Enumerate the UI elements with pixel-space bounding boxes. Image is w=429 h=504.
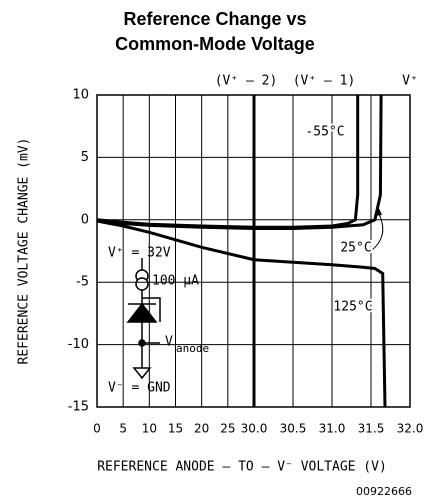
y-tick-label: -15 bbox=[68, 400, 89, 415]
circuit-label: V bbox=[165, 335, 173, 350]
x-tick-label: 0 bbox=[93, 422, 101, 436]
x-tick-label: 10 bbox=[142, 422, 157, 436]
x-tick-label: 31.0 bbox=[319, 422, 346, 436]
y-tick-label: 0 bbox=[81, 212, 89, 227]
x-tick-label: 30.0 bbox=[241, 422, 268, 436]
y-tick-label: 10 bbox=[72, 88, 89, 103]
chart-title: Reference Change vs bbox=[123, 9, 306, 29]
y-tick-label: -10 bbox=[68, 337, 89, 352]
annotation-arrow bbox=[371, 211, 384, 251]
x-tick-label: 5 bbox=[119, 422, 127, 436]
x-tick-label: 30.5 bbox=[280, 422, 307, 436]
chart-subtitle: Common-Mode Voltage bbox=[115, 34, 315, 54]
series-line bbox=[96, 94, 383, 230]
y-axis-label: REFERENCE VOLTAGE CHANGE (mV) bbox=[17, 138, 32, 365]
x-tick-label: 32.0 bbox=[397, 422, 424, 436]
x-tick-label: 25 bbox=[220, 422, 235, 436]
circuit-label: V⁺ = 32V bbox=[108, 246, 171, 261]
y-tick-label: -5 bbox=[76, 275, 89, 290]
x-tick-label: 20 bbox=[194, 422, 209, 436]
x-axis-label: REFERENCE ANODE – TO – V⁻ VOLTAGE (V) bbox=[97, 460, 387, 475]
circuit-label: anode bbox=[176, 342, 209, 355]
x-tick-label: 31.5 bbox=[358, 422, 385, 436]
footnote: 00922666 bbox=[356, 485, 412, 498]
top-label: (V⁺ – 1) bbox=[293, 74, 356, 89]
series-label: 25°C bbox=[340, 241, 371, 256]
circuit-label: V⁻ = GND bbox=[108, 381, 171, 396]
series-line bbox=[96, 219, 387, 408]
x-tick-label: 15 bbox=[168, 422, 183, 436]
top-label: (V⁺ – 2) bbox=[215, 74, 278, 89]
y-tick-label: 5 bbox=[81, 150, 89, 165]
series-label: 125°C bbox=[333, 300, 372, 315]
top-label: V⁺ bbox=[402, 74, 418, 89]
series-label: -55°C bbox=[305, 125, 344, 140]
